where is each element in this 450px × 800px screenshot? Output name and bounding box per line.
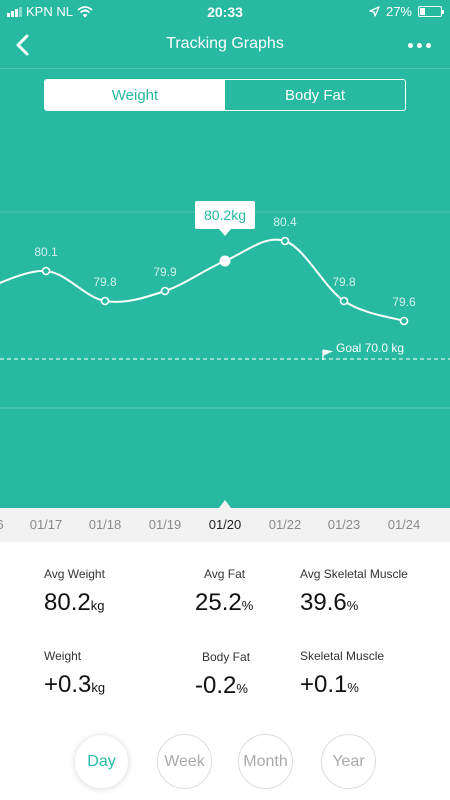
goal-label: Goal 70.0 kg [336,341,404,355]
tab-body-fat[interactable]: Body Fat [284,86,346,104]
weight-change-unit: kg [91,680,106,695]
metric-tabs: Weight Body Fat [44,79,406,111]
date-label-01-17[interactable]: 01/17 [29,517,63,532]
selected-date-pointer [219,500,231,508]
date-label-01-20[interactable]: 01/20 [208,517,242,532]
skeletal-change-unit: % [347,680,359,695]
weight-series-line [0,238,405,322]
navigation-bar: Tracking Graphs [0,22,450,68]
clock: 20:33 [207,4,243,20]
value-tooltip [195,201,255,229]
more-dot-icon [407,42,413,48]
avg-weight-value-wrap: 80.2kg [44,589,105,617]
date-label-01-23[interactable]: 01/23 [327,517,361,532]
data-label: 79.6 [392,295,416,309]
tab-weight[interactable]: Weight [45,80,225,110]
period-week-button[interactable]: Week [157,734,212,789]
avg-skeletal-value: 39.6 [300,589,347,616]
fat-change-value: -0.2 [195,672,237,699]
avg-weight-unit: kg [90,598,105,613]
date-label-01-22[interactable]: 01/22 [268,517,302,532]
date-label-01-19[interactable]: 01/19 [148,517,182,532]
fat-change-unit: % [236,681,248,696]
signal-icon [7,6,22,17]
avg-skeletal-value-wrap: 39.6% [300,589,408,617]
status-bar: KPN NL 20:33 27% [0,0,450,22]
more-dot-icon [425,42,431,48]
location-arrow-icon [369,6,380,17]
period-year-button[interactable]: Year [321,734,376,789]
avg-fat-value: 25.2 [195,589,242,616]
data-point[interactable] [100,296,110,306]
more-options-button[interactable] [404,36,434,54]
avg-skeletal-stat: Avg Skeletal Muscle 39.6% [300,567,408,617]
avg-fat-unit: % [241,598,254,613]
battery-percent: 27% [385,4,412,19]
flag-icon [322,349,334,360]
data-point[interactable] [41,266,51,276]
period-day-button[interactable]: Day [74,734,129,789]
date-label-01-24[interactable]: 01/24 [387,517,421,532]
page-title: Tracking Graphs [166,35,284,52]
date-axis: 6 01/17 01/18 01/19 01/20 01/22 01/23 01/24 [0,508,450,542]
weight-change-value: +0.3 [44,671,92,698]
avg-weight-value: 80.2 [44,589,91,616]
carrier-name: KPN NL [26,4,73,19]
avg-skeletal-label: Avg Skeletal Muscle [300,567,408,581]
more-dot-icon [416,42,422,48]
fat-change-stat: Body Fat -0.2% [195,650,250,700]
data-label: 79.8 [332,275,356,289]
back-button[interactable] [10,30,38,60]
data-point[interactable] [399,316,409,326]
tooltip-value: 80.2kg [204,207,246,223]
weight-line-chart: Goal 70.0 kg 80.1 79.8 79.9 80.2kg 80.4 79.8 79… [0,201,450,409]
data-label: 79.8 [93,275,117,289]
tooltip-arrow [219,229,231,236]
avg-fat-stat: Avg Fat 25.2% [195,567,253,617]
skeletal-change-stat: Skeletal Muscle +0.1% [300,649,384,699]
data-point-selected[interactable] [219,255,231,267]
data-point[interactable] [339,296,349,306]
data-label: 80.4 [273,215,297,229]
avg-fat-label: Avg Fat [204,567,246,581]
avg-weight-stat: Avg Weight 80.2kg [44,567,105,617]
data-label: 79.9 [153,265,177,279]
avg-fat-value-wrap: 25.2% [195,589,253,617]
date-label-partial[interactable]: 6 [0,517,4,532]
period-selector: Day Week Month Year [0,734,450,790]
fat-change-value-wrap: -0.2% [195,672,250,700]
period-month-button[interactable]: Month [238,734,293,789]
skeletal-change-value-wrap: +0.1% [300,671,384,699]
weight-change-stat: Weight +0.3kg [44,649,105,699]
weight-change-value-wrap: +0.3kg [44,671,105,699]
data-point[interactable] [280,236,290,246]
fat-change-label: Body Fat [202,650,251,664]
chevron-left-icon [16,34,29,56]
data-point[interactable] [160,286,170,296]
avg-weight-label: Avg Weight [44,567,105,581]
weight-change-label: Weight [44,649,82,663]
skeletal-change-value: +0.1 [300,671,348,698]
skeletal-change-label: Skeletal Muscle [300,649,385,663]
wifi-icon [77,5,93,17]
battery-icon [418,6,444,17]
avg-skeletal-unit: % [346,598,359,613]
date-label-01-18[interactable]: 01/18 [88,517,122,532]
data-label: 80.1 [34,245,58,259]
divider [0,68,450,69]
